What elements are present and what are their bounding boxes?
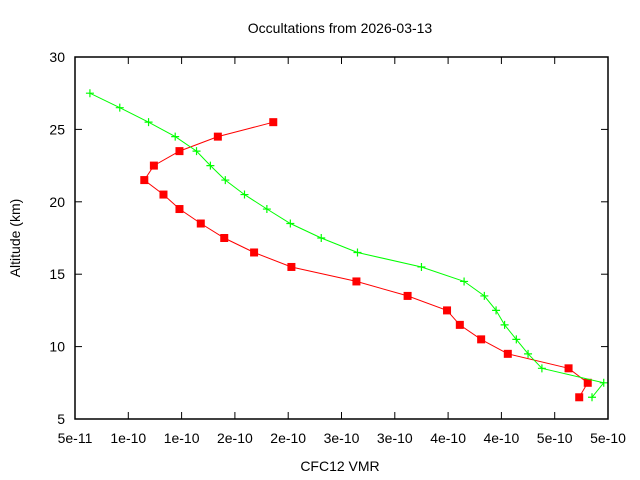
- data-point: [455, 320, 464, 329]
- plot-border: [74, 56, 609, 420]
- data-point: [115, 103, 124, 112]
- data-point: [588, 393, 597, 402]
- y-tick-label: 30: [49, 49, 65, 65]
- data-point: [503, 349, 512, 358]
- data-point: [240, 190, 249, 199]
- data-point: [317, 234, 326, 242]
- data-point: [286, 219, 295, 228]
- y-tick-label: 15: [49, 266, 65, 282]
- x-tick-label: 5e-10: [537, 430, 573, 446]
- x-tick-label: 3e-10: [377, 430, 413, 446]
- x-tick-label: 4e-10: [430, 430, 466, 446]
- data-point: [220, 234, 229, 242]
- series-line: [89, 92, 605, 398]
- axes: 5e-11 1e-10 1e-10 2e-10 2e-10 3e-10 3e-10 4e-10…: [49, 49, 626, 446]
- data-point: [196, 219, 205, 228]
- data-point: [192, 147, 201, 156]
- data-point: [352, 277, 361, 286]
- x-tick-label: 2e-10: [270, 430, 306, 446]
- data-point: [417, 262, 426, 271]
- data-point: [443, 306, 452, 315]
- x-tick-label: 5e-11: [58, 430, 93, 446]
- x-axis-label: CFC12 VMR: [300, 458, 379, 474]
- x-tick-label: 2e-10: [217, 430, 253, 446]
- series-1: [85, 89, 608, 402]
- data-point: [564, 364, 573, 373]
- data-point: [403, 291, 412, 300]
- data-point: [171, 132, 180, 141]
- data-point: [269, 118, 278, 127]
- y-tick-label: 5: [57, 411, 65, 427]
- x-tick-label: 1e-10: [164, 430, 200, 446]
- data-point: [477, 335, 486, 344]
- y-axis-label: Altitude (km): [7, 199, 23, 278]
- data-point: [140, 176, 149, 185]
- data-point: [460, 277, 469, 286]
- data-point: [221, 176, 230, 185]
- data-point: [175, 147, 184, 156]
- data-point: [144, 118, 153, 127]
- data-point: [524, 349, 533, 358]
- series-0: [140, 118, 592, 402]
- data-point: [575, 393, 584, 402]
- data-point: [353, 248, 362, 257]
- data-point: [85, 89, 94, 98]
- data-point: [159, 190, 168, 199]
- data-point: [262, 205, 271, 214]
- y-tick-label: 20: [49, 194, 65, 210]
- chart-title: Occultations from 2026-03-13: [248, 20, 433, 36]
- x-tick-label: 4e-10: [483, 430, 519, 446]
- data-point: [480, 291, 489, 300]
- series-group: [85, 89, 608, 402]
- data-point: [512, 335, 521, 344]
- x-tick-label: 1e-10: [110, 430, 146, 446]
- data-point: [537, 364, 546, 373]
- x-tick-label: 5e-10: [590, 430, 626, 446]
- data-point: [175, 205, 184, 214]
- data-point: [206, 161, 215, 170]
- x-tick-label: 3e-10: [324, 430, 360, 446]
- y-tick-label: 25: [49, 121, 65, 137]
- data-point: [492, 306, 501, 315]
- data-point: [213, 132, 222, 141]
- data-point: [583, 378, 592, 387]
- data-point: [599, 378, 608, 387]
- data-point: [287, 262, 296, 271]
- data-point: [500, 320, 509, 329]
- y-tick-label: 10: [49, 339, 65, 355]
- data-point: [250, 248, 259, 257]
- data-point: [149, 161, 158, 170]
